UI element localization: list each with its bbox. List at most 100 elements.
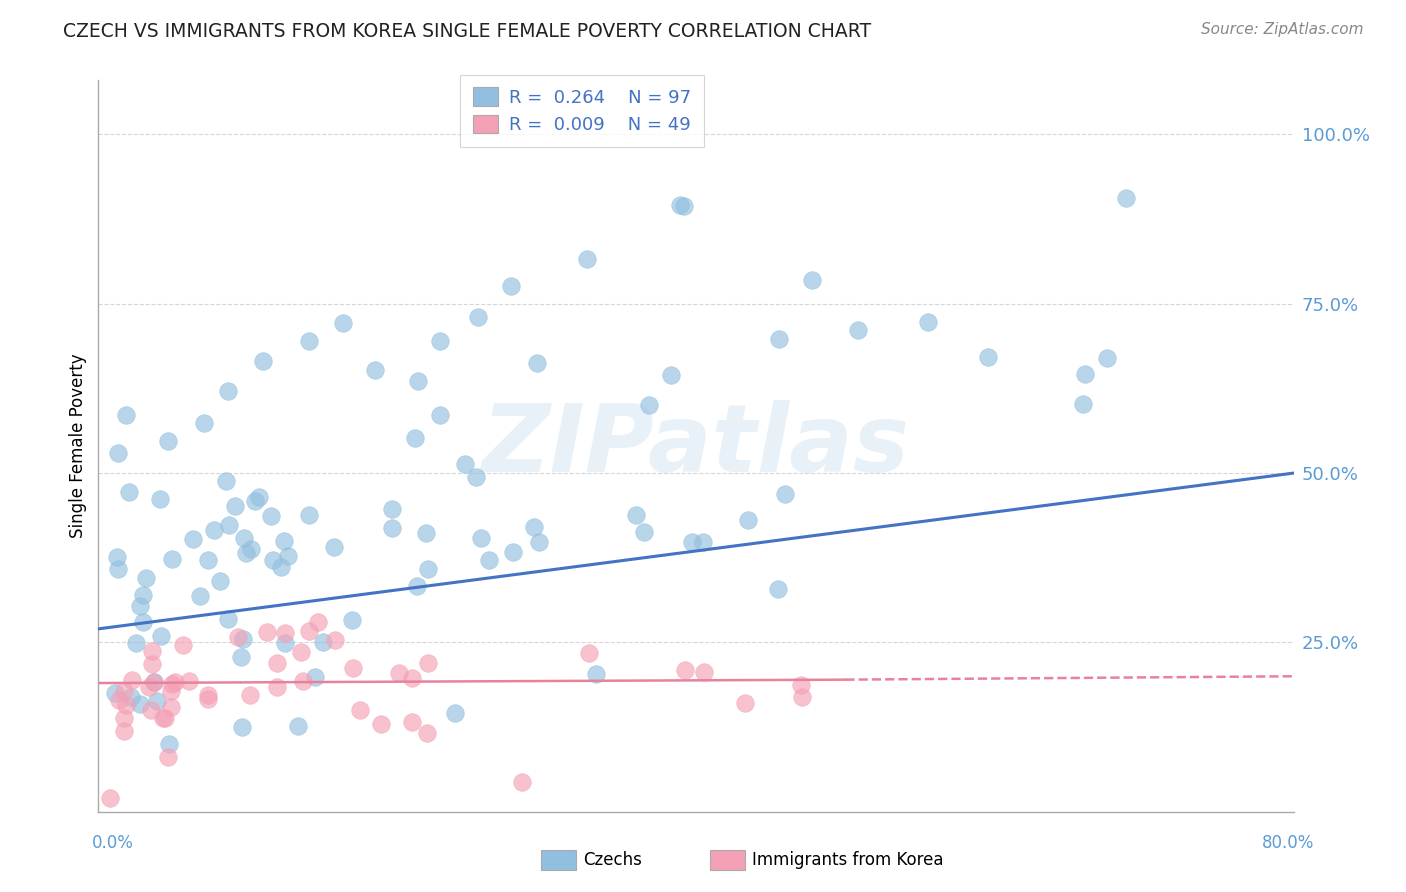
Point <box>297 334 319 348</box>
Point <box>633 525 655 540</box>
Point <box>115 408 138 422</box>
Point <box>125 636 148 650</box>
Point <box>112 724 135 739</box>
Point <box>243 493 266 508</box>
Point <box>638 398 661 412</box>
Point <box>149 492 172 507</box>
Point <box>312 635 335 649</box>
Point <box>323 632 346 647</box>
Point <box>464 470 486 484</box>
Point <box>626 508 648 522</box>
Text: Czechs: Czechs <box>583 851 643 869</box>
Point <box>172 638 194 652</box>
Point <box>693 665 716 679</box>
Point <box>290 645 312 659</box>
Point <box>224 499 246 513</box>
Point <box>287 719 309 733</box>
Point <box>107 562 129 576</box>
Point <box>157 749 180 764</box>
Point <box>160 552 183 566</box>
Point <box>256 625 278 640</box>
Point <box>226 631 249 645</box>
Point <box>523 520 546 534</box>
Point <box>145 694 167 708</box>
Point <box>499 279 522 293</box>
Point <box>197 688 219 702</box>
Point <box>215 474 238 488</box>
Point <box>270 560 292 574</box>
Point <box>1073 367 1095 381</box>
Point <box>229 650 252 665</box>
Point <box>304 670 326 684</box>
Point <box>307 615 329 629</box>
Point <box>163 675 186 690</box>
Point <box>401 671 423 685</box>
Point <box>800 273 823 287</box>
Point <box>429 408 451 422</box>
Point <box>239 689 262 703</box>
Point <box>364 362 387 376</box>
Point <box>444 706 467 720</box>
Point <box>240 541 263 556</box>
Point <box>273 533 295 548</box>
Point <box>298 508 321 523</box>
Point <box>208 574 231 589</box>
Point <box>768 332 790 346</box>
Point <box>114 711 136 725</box>
Point <box>502 545 524 559</box>
Point <box>659 368 682 382</box>
Point <box>406 579 429 593</box>
Point <box>673 199 696 213</box>
Point <box>141 703 163 717</box>
Point <box>202 524 225 538</box>
Point <box>453 457 475 471</box>
Point <box>217 384 239 398</box>
Point <box>231 720 253 734</box>
Point <box>197 553 219 567</box>
Point <box>138 680 160 694</box>
Point <box>415 525 437 540</box>
Point <box>129 599 152 614</box>
Point <box>526 356 548 370</box>
Point <box>108 693 131 707</box>
Point <box>235 546 257 560</box>
Point <box>217 612 239 626</box>
Point <box>114 698 136 713</box>
Point <box>332 316 354 330</box>
Y-axis label: Single Female Poverty: Single Female Poverty <box>69 354 87 538</box>
Text: 80.0%: 80.0% <box>1263 834 1315 852</box>
Point <box>105 549 128 564</box>
Point <box>132 588 155 602</box>
Point <box>262 553 284 567</box>
Point <box>247 490 270 504</box>
Point <box>277 549 299 563</box>
Point <box>157 737 180 751</box>
Point <box>766 582 789 597</box>
Point <box>418 562 440 576</box>
Point <box>1095 351 1118 365</box>
Point <box>112 684 135 698</box>
Point <box>773 486 796 500</box>
Point <box>266 680 288 694</box>
Point <box>415 725 437 739</box>
Point <box>121 673 143 688</box>
Point <box>188 590 211 604</box>
Point <box>118 485 141 500</box>
Point <box>737 513 759 527</box>
Point <box>141 657 163 672</box>
Legend: R =  0.264    N = 97, R =  0.009    N = 49: R = 0.264 N = 97, R = 0.009 N = 49 <box>460 75 703 147</box>
Point <box>232 632 254 647</box>
Point <box>340 614 363 628</box>
Point <box>669 197 692 211</box>
Point <box>274 636 297 650</box>
Point <box>917 314 939 328</box>
Point <box>100 791 122 805</box>
Point <box>252 354 274 368</box>
Point <box>197 692 219 706</box>
Point <box>128 698 150 712</box>
Point <box>681 535 703 549</box>
Point <box>159 699 181 714</box>
Text: 0.0%: 0.0% <box>91 834 134 852</box>
Point <box>478 552 501 566</box>
Point <box>734 696 756 710</box>
